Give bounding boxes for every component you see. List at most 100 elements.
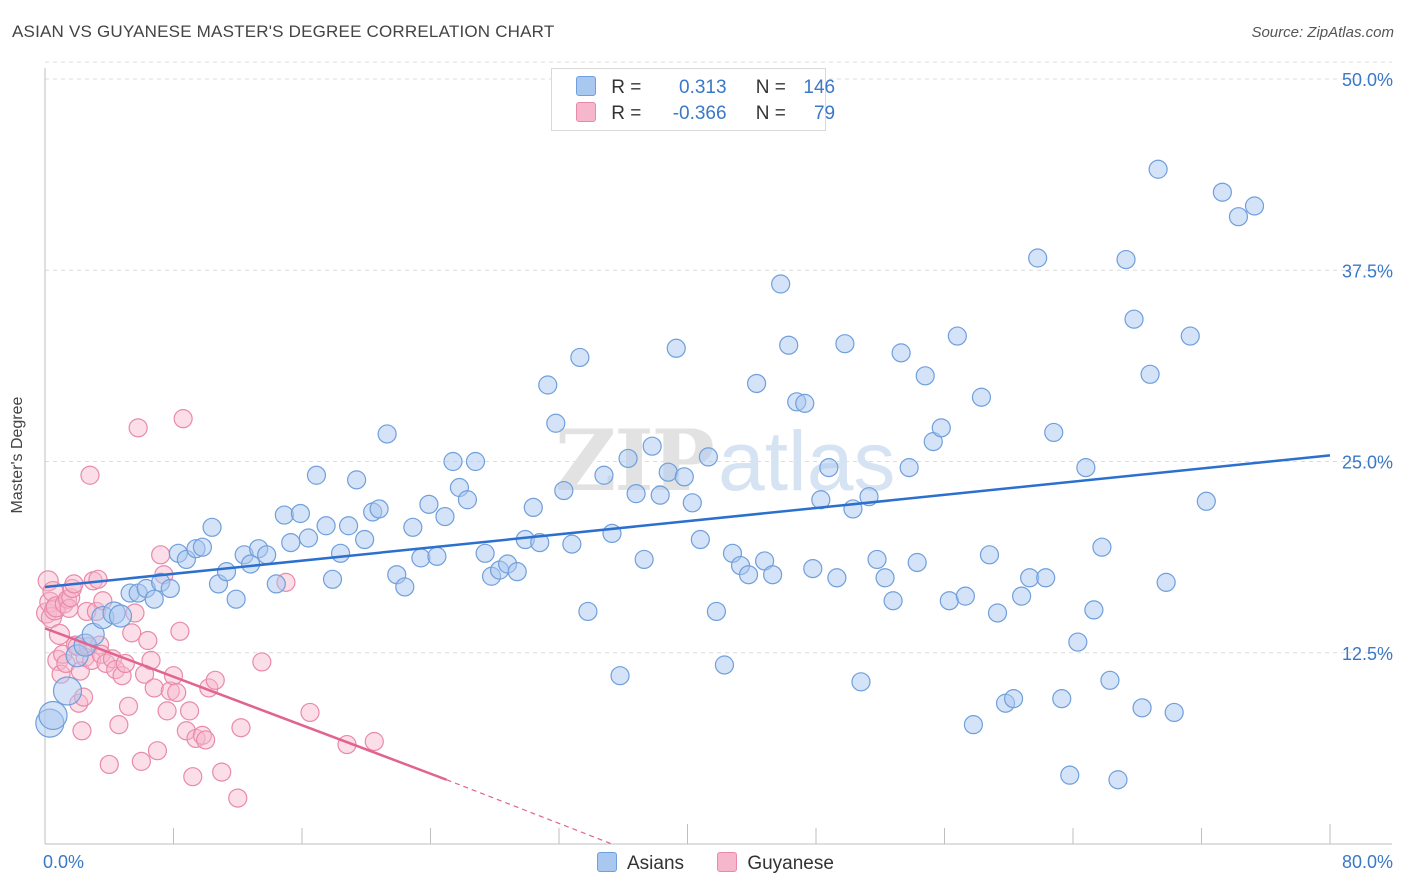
asian-point xyxy=(1052,689,1072,709)
guyanese-point xyxy=(364,731,384,752)
asian-point xyxy=(1196,491,1216,511)
asian-point xyxy=(475,543,495,563)
asian-point xyxy=(322,569,343,589)
n-value: 146 xyxy=(803,77,836,98)
asian-point xyxy=(192,537,213,557)
guyanese-legend-swatch xyxy=(717,852,738,872)
asian-point xyxy=(403,517,423,537)
asian-point xyxy=(947,326,967,346)
chart-title: ASIAN VS GUYANESE MASTER'S DEGREE CORREL… xyxy=(12,22,555,41)
guyanese-point xyxy=(231,718,251,738)
asian-point xyxy=(682,493,702,513)
asian-point xyxy=(1140,364,1160,384)
asian-point xyxy=(306,465,327,485)
legend-item-guyanese: Guyanese xyxy=(717,852,834,875)
asian-point xyxy=(1084,600,1104,620)
asian-point xyxy=(1092,537,1112,557)
asian-point xyxy=(347,470,367,490)
asian-point xyxy=(554,480,574,501)
asian-point xyxy=(963,715,984,735)
asian-point xyxy=(1020,568,1040,588)
asian-point xyxy=(979,545,1000,565)
asian-point xyxy=(626,484,646,504)
asian-point xyxy=(1044,422,1064,443)
guyanese-trend-line xyxy=(44,627,448,781)
trend-lines xyxy=(44,454,1331,845)
guyanese-points xyxy=(36,409,384,808)
guyanese-point xyxy=(72,721,92,741)
asian-point xyxy=(226,589,246,609)
asian-point xyxy=(570,347,590,368)
asian-point xyxy=(955,586,975,606)
asian-point xyxy=(971,387,992,407)
asian-point xyxy=(803,558,823,579)
guyanese-point xyxy=(118,696,139,716)
asian-point xyxy=(1228,207,1249,227)
asian-point xyxy=(316,516,336,536)
asian-point xyxy=(907,552,927,573)
asian-point xyxy=(108,604,133,628)
asians-swatch xyxy=(576,76,596,96)
n-value: 79 xyxy=(813,103,836,124)
guyanese-point xyxy=(179,701,200,721)
legend-label-asians: Asians xyxy=(627,853,685,874)
asian-point xyxy=(435,506,455,527)
y-tick-labels: 12.5% 25.0% 37.5% 50.0% xyxy=(1342,70,1393,664)
asian-point xyxy=(714,655,735,675)
x-axis-min-label: 0.0% xyxy=(43,852,85,872)
y-tick-label: 50.0% xyxy=(1342,70,1393,90)
guyanese-trend-extension xyxy=(446,779,613,845)
guyanese-point xyxy=(205,670,225,690)
asian-point xyxy=(891,343,911,363)
asian-point xyxy=(1212,182,1232,202)
gridlines xyxy=(45,61,1392,654)
guyanese-point xyxy=(228,788,248,808)
asian-point xyxy=(779,335,799,355)
asian-point xyxy=(298,528,319,548)
asian-point xyxy=(523,497,543,517)
guyanese-point xyxy=(138,630,158,651)
guyanese-point xyxy=(167,682,187,703)
asian-point xyxy=(457,490,478,510)
guyanese-point xyxy=(160,681,180,701)
asian-point xyxy=(674,467,694,487)
asian-point xyxy=(1148,159,1168,179)
asian-point xyxy=(594,465,614,485)
asian-point xyxy=(771,274,791,294)
asian-point xyxy=(1060,765,1080,785)
asian-point xyxy=(867,549,887,570)
n-label: N = xyxy=(755,77,786,98)
guyanese-point xyxy=(170,621,190,641)
asian-point xyxy=(642,436,662,456)
series-legend: Asians Guyanese xyxy=(597,852,862,875)
stats-row-guyanese: R = -0.366 N = 79 xyxy=(576,102,835,126)
source-label: Source: ZipAtlas.com xyxy=(1251,24,1394,41)
asian-point xyxy=(931,418,951,438)
guyanese-point xyxy=(183,767,203,787)
guyanese-point xyxy=(151,545,171,565)
asian-points xyxy=(35,159,1265,790)
guyanese-point xyxy=(173,409,193,429)
asian-point xyxy=(52,676,83,706)
asian-point xyxy=(160,578,180,599)
asian-point xyxy=(1100,670,1120,690)
asian-point xyxy=(216,562,237,582)
guyanese-point xyxy=(196,730,216,750)
asian-point xyxy=(369,499,389,519)
stats-row-asians: R = 0.313 N = 146 xyxy=(576,76,835,100)
asian-point xyxy=(1003,689,1024,709)
guyanese-point xyxy=(131,751,151,771)
guyanese-point xyxy=(99,754,119,775)
asian-point xyxy=(1028,248,1048,268)
guyanese-point xyxy=(109,715,129,735)
asian-point xyxy=(690,529,710,550)
asian-point xyxy=(939,591,959,611)
guyanese-point xyxy=(157,701,177,721)
asian-point xyxy=(538,375,558,395)
asian-point xyxy=(411,548,431,568)
y-tick-label: 25.0% xyxy=(1342,453,1393,473)
asian-point xyxy=(658,462,678,482)
asian-point xyxy=(266,574,286,594)
asian-point xyxy=(795,393,815,413)
